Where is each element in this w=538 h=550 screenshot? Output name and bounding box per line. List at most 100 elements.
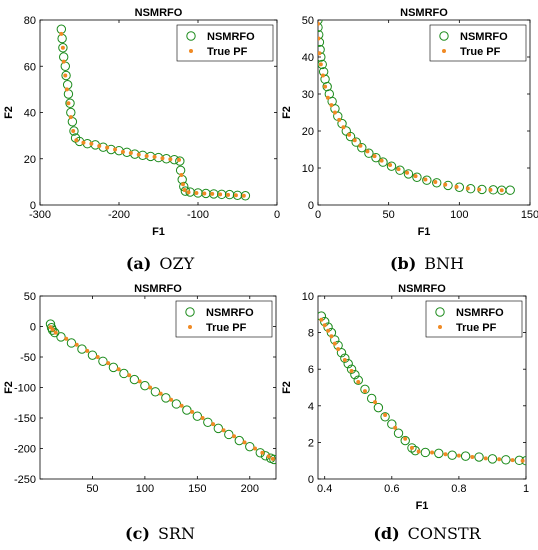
- true-pf-point: [470, 455, 475, 460]
- legend-box: [425, 300, 523, 338]
- y-tick-label: 50: [24, 291, 36, 303]
- nsmrfo-point: [474, 452, 484, 462]
- nsmrfo-point: [56, 332, 66, 342]
- y-tick-label: 20: [302, 126, 314, 138]
- legend-true-pf-label: True PF: [456, 322, 497, 334]
- nsmrfo-point: [387, 419, 397, 429]
- nsmrfo-point: [364, 148, 374, 158]
- nsmrfo-point: [245, 441, 255, 452]
- true-pf-point: [180, 182, 185, 187]
- true-pf-point: [202, 191, 207, 196]
- y-tick-label: 2: [308, 437, 314, 449]
- legend-true-pf-label: True PF: [207, 46, 248, 58]
- nsmrfo-point: [58, 43, 68, 53]
- nsmrfo-point: [150, 387, 161, 397]
- nsmrfo-point: [171, 399, 182, 409]
- x-tick-label: 100: [450, 209, 468, 221]
- true-pf-point: [266, 454, 271, 459]
- legend-box: [429, 24, 527, 62]
- nsmrfo-point: [366, 393, 377, 404]
- legend-nsmrfo-marker: [435, 307, 445, 317]
- nsmrfo-point: [353, 375, 363, 385]
- x-tick-label: 0: [274, 209, 280, 221]
- true-pf-point: [68, 115, 73, 120]
- true-pf-point: [342, 358, 347, 363]
- true-pf-point: [136, 152, 141, 157]
- chart-title: NSMRFO: [400, 7, 448, 19]
- nsmrfo-point: [371, 152, 381, 163]
- true-pf-point: [323, 84, 328, 89]
- true-pf-point: [379, 158, 384, 163]
- true-pf-point: [186, 190, 191, 195]
- nsmrfo-point: [77, 344, 87, 354]
- caption-c-name: SRN: [158, 524, 195, 543]
- caption-a-label: (a): [126, 254, 152, 273]
- true-pf-point: [318, 62, 323, 67]
- true-pf-point: [325, 95, 330, 100]
- true-pf-point: [520, 458, 525, 463]
- true-pf-point: [89, 141, 94, 146]
- y-tick-label: 10: [302, 291, 314, 303]
- nsmrfo-point: [400, 435, 410, 446]
- legend-true-pf-label: True PF: [460, 46, 501, 58]
- nsmrfo-point: [505, 185, 515, 195]
- legend-true-pf-label: True PF: [206, 322, 247, 334]
- x-axis-label: F1: [416, 500, 429, 512]
- true-pf-point: [233, 193, 238, 198]
- x-tick-label: 50: [383, 209, 395, 221]
- y-tick-label: 60: [24, 61, 36, 73]
- true-pf-point: [365, 149, 370, 154]
- nsmrfo-point: [203, 417, 213, 427]
- x-tick-label: -100: [187, 209, 209, 221]
- nsmrfo-point: [240, 191, 251, 201]
- true-pf-point: [405, 170, 410, 175]
- true-pf-point: [337, 117, 342, 122]
- true-pf-point: [194, 190, 199, 195]
- true-pf-point: [322, 323, 327, 328]
- nsmrfo-point: [350, 369, 360, 380]
- true-pf-point: [270, 456, 275, 461]
- caption-d-name: CONSTR: [408, 524, 482, 543]
- data-points: [318, 20, 515, 195]
- true-pf-point: [66, 101, 71, 106]
- x-tick-label: -300: [29, 209, 51, 221]
- nsmrfo-point: [182, 405, 192, 415]
- true-pf-point: [127, 373, 132, 378]
- true-pf-point: [326, 328, 331, 333]
- y-tick-label: -100: [14, 383, 36, 395]
- legend-true-pf-marker: [189, 49, 193, 53]
- true-pf-point: [241, 193, 246, 198]
- true-pf-point: [120, 149, 125, 154]
- true-pf-point: [64, 336, 69, 341]
- true-pf-point: [168, 157, 173, 162]
- true-pf-point: [352, 138, 357, 143]
- nsmrfo-point: [119, 368, 129, 379]
- y-tick-label: 30: [302, 89, 314, 101]
- nsmrfo-point: [345, 131, 356, 142]
- nsmrfo-point: [460, 451, 471, 461]
- legend-nsmrfo-label: NSMRFO: [460, 31, 508, 43]
- true-pf-point: [456, 453, 461, 458]
- true-pf-point: [332, 341, 337, 346]
- y-tick-label: -150: [14, 413, 36, 425]
- true-pf-point: [318, 51, 322, 56]
- nsmrfo-point: [140, 380, 150, 391]
- caption-d: (d) CONSTR: [373, 524, 481, 543]
- true-pf-point: [116, 367, 121, 372]
- nsmrfo-point: [407, 443, 417, 453]
- y-axis-label: F2: [281, 381, 293, 394]
- true-pf-point: [85, 348, 90, 353]
- true-pf-point: [226, 192, 231, 197]
- true-pf-point: [465, 186, 470, 191]
- nsmrfo-point: [234, 435, 244, 446]
- nsmrfo-point: [318, 22, 323, 33]
- true-pf-point: [210, 191, 215, 196]
- nsmrfo-point: [360, 384, 370, 395]
- nsmrfo-point: [66, 338, 77, 348]
- true-pf-point: [182, 187, 187, 192]
- true-pf-point: [318, 21, 320, 26]
- nsmrfo-point: [434, 448, 444, 459]
- x-tick-label: 0.6: [384, 483, 399, 495]
- true-pf-point: [60, 45, 65, 50]
- true-pf-point: [71, 129, 76, 133]
